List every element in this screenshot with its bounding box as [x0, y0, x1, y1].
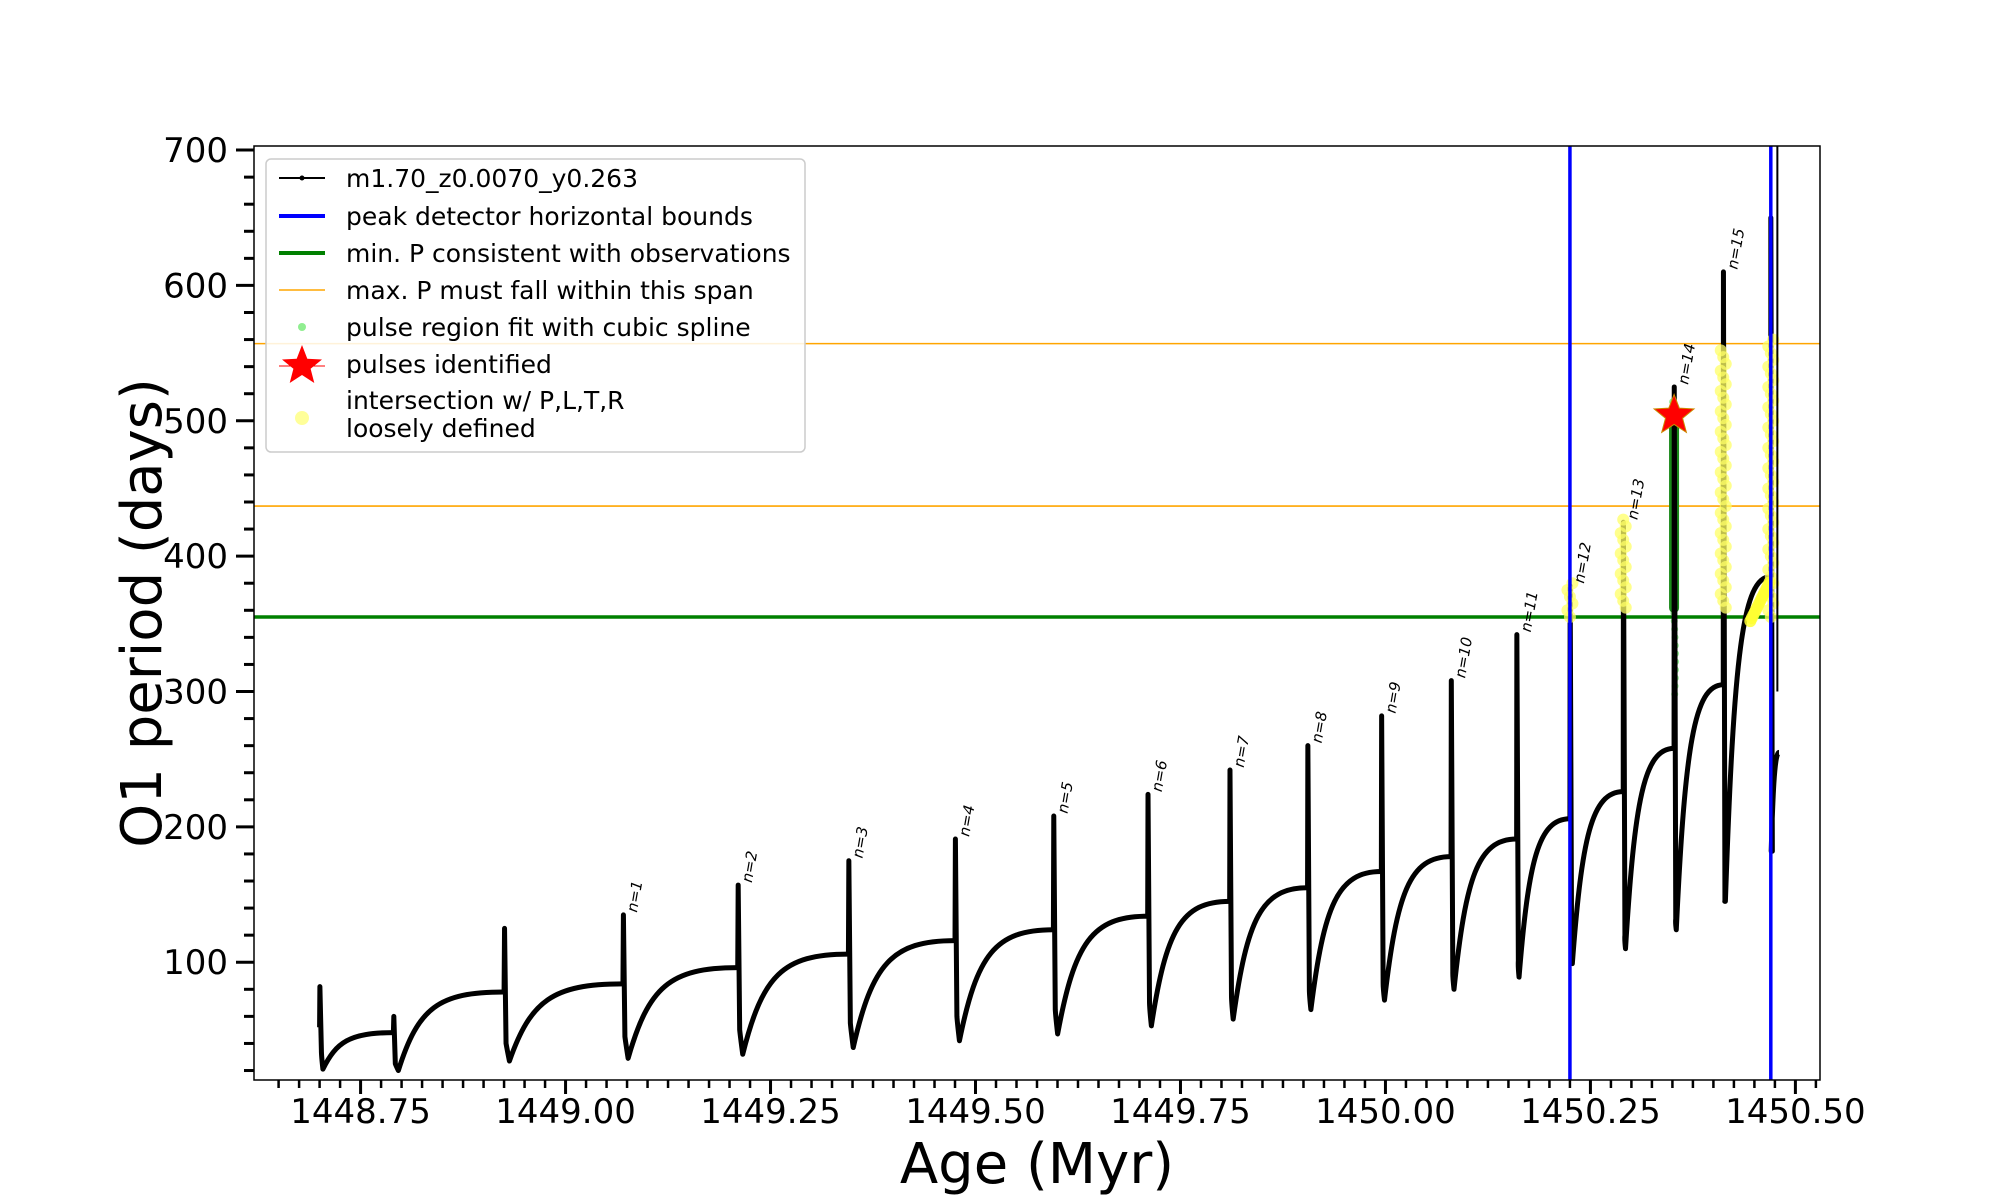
y-tick-label: 400: [163, 537, 228, 577]
series-pulse-3: [501, 925, 623, 1064]
pulse-label-n=13: n=13: [1623, 477, 1648, 521]
x-tick-label: 1450.00: [1315, 1092, 1456, 1132]
x-tick-label: 1448.75: [290, 1092, 431, 1132]
legend-label: peak detector horizontal bounds: [346, 202, 753, 231]
pulses-identified-layer: [1652, 393, 1696, 434]
pulse-label-n=14: n=14: [1674, 342, 1699, 386]
x-tick-label: 1450.25: [1520, 1092, 1661, 1132]
series-pulse-10: [1227, 767, 1308, 1022]
series-pulse-9: [1145, 791, 1230, 1029]
legend-label: pulse region fit with cubic spline: [346, 313, 751, 342]
pulse-label-n=15: n=15: [1723, 227, 1748, 271]
legend-label: max. P must fall within this span: [346, 276, 754, 305]
pulse-label-n=7: n=7: [1230, 734, 1253, 769]
pulse-label-n=12: n=12: [1570, 541, 1595, 585]
y-tick-label: 300: [163, 673, 228, 713]
plot-area: [254, 146, 1820, 1080]
y-tick-label: 600: [163, 266, 228, 306]
series-pulse-13: [1448, 678, 1517, 992]
period-series-layer: [317, 215, 1782, 1074]
y-tick-label: 200: [163, 808, 228, 848]
series-pulse-14: [1514, 632, 1571, 980]
y-axis-title: O1 period (days): [110, 378, 175, 848]
y-axis: 100 200 300 400 500 600 700: [163, 131, 254, 1073]
x-tick-label: 1450.50: [1725, 1092, 1866, 1132]
pulse-label-n=10: n=10: [1451, 636, 1476, 680]
intersection-point: [1617, 513, 1630, 526]
series-pulse-17: [1671, 384, 1724, 933]
series-pulse-16: [1620, 519, 1675, 952]
series-pulse-12: [1378, 713, 1452, 1003]
x-tick-label: 1449.50: [905, 1092, 1046, 1132]
pulse-label-n=6: n=6: [1148, 759, 1171, 793]
legend-swatch-star: [282, 345, 322, 383]
pulse-label-n=1: n=1: [623, 879, 646, 913]
legend-swatch-series-dot: [299, 175, 305, 181]
series-pulse-8: [1050, 813, 1148, 1037]
pulse-label-n=8: n=8: [1308, 710, 1331, 744]
x-tick-label: 1449.25: [700, 1092, 841, 1132]
intersection-point: [1714, 344, 1727, 357]
legend-label: pulses identified: [346, 350, 552, 379]
x-tick-label: 1449.00: [495, 1092, 636, 1132]
legend-swatch-circle: [295, 411, 309, 425]
y-tick-label: 500: [163, 402, 228, 442]
series-pulse-15: [1567, 583, 1624, 967]
x-axis-title: Age (Myr): [900, 1132, 1174, 1197]
pulse-identified-star: [1652, 393, 1696, 434]
x-tick-label: 1449.75: [1110, 1092, 1251, 1132]
pulse-label-n=5: n=5: [1054, 780, 1077, 814]
series-pulse-7: [952, 836, 1054, 1044]
series-pulse-5: [735, 882, 849, 1057]
legend-label-line2: loosely defined: [346, 414, 536, 443]
pulse-label-n=4: n=4: [955, 803, 978, 837]
series-pulse-18: [1720, 269, 1772, 904]
legend-box: [265, 158, 806, 453]
legend-swatch-dot: [298, 323, 306, 331]
pulse-label-n=3: n=3: [849, 825, 872, 859]
series-pulse-11: [1305, 743, 1382, 1013]
legend-label: m1.70_z0.0070_y0.263: [346, 164, 638, 193]
x-axis: 1448.75 1449.00 1449.25 1449.50 1449.75 1450.…: [277, 1080, 1866, 1132]
series-pulse-4: [620, 912, 738, 1061]
y-tick-label: 700: [163, 131, 228, 171]
legend-label: min. P consistent with observations: [346, 239, 791, 268]
series-pulse-1: [317, 984, 394, 1072]
series-pulse-6: [845, 858, 956, 1051]
y-tick-label: 100: [163, 943, 228, 983]
legend-label: intersection w/ P,L,T,R: [346, 386, 625, 415]
pulse-label-n=9: n=9: [1382, 680, 1405, 714]
peak-detector-bounds: [1568, 146, 1779, 1080]
pulse-label-n=2: n=2: [738, 850, 761, 884]
pulse-label-n=11: n=11: [1517, 590, 1542, 634]
series-pulse-2: [390, 989, 505, 1074]
